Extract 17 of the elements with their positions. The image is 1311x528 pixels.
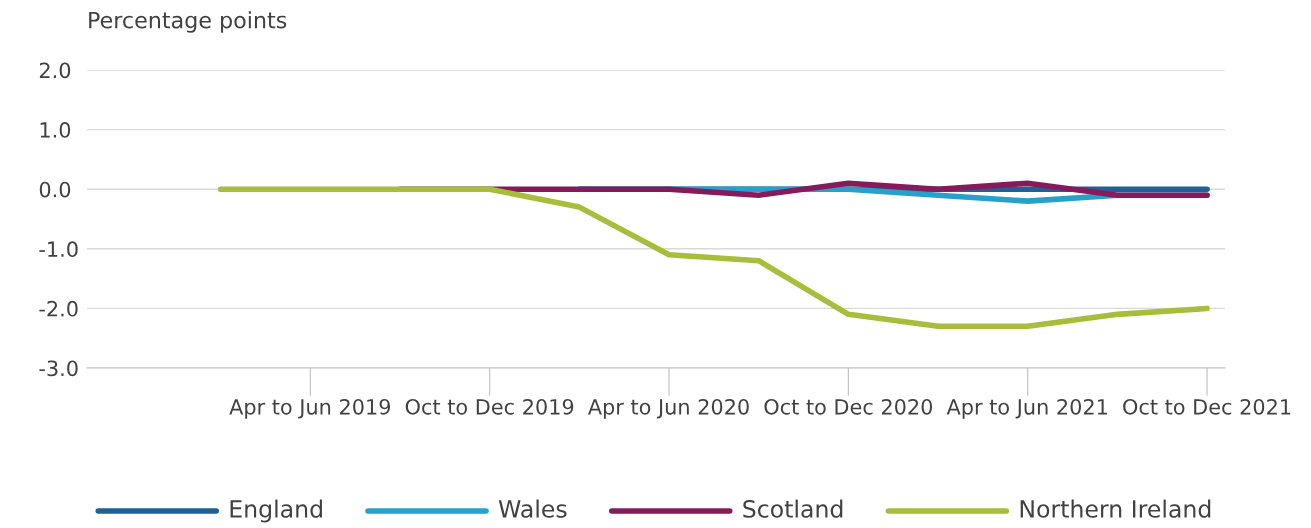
x-tick-label: Oct to Dec 2021 — [1123, 398, 1291, 415]
legend-label: England — [230, 499, 322, 523]
legend-label: Wales — [498, 499, 567, 518]
x-tick-label: Apr to Jun 2019 — [229, 398, 391, 419]
x-tick-label: Oct to Dec 2019 — [405, 398, 574, 415]
x-tick-label: Apr to Jun 2021 — [946, 398, 1107, 419]
y-tick-label: 1.0 — [40, 122, 71, 138]
y-tick-label: 2.0 — [39, 62, 71, 79]
y-tick-label: -2.0 — [39, 300, 78, 317]
y-axis-title: Percentage points — [89, 11, 287, 33]
legend-label: Northern Ireland — [1020, 499, 1211, 518]
legend-label: Scotland — [743, 499, 843, 518]
x-tick-label: Oct to Dec 2020 — [764, 398, 933, 415]
x-tick-label: Apr to Jun 2020 — [587, 398, 749, 419]
y-tick-label: -3.0 — [39, 360, 78, 377]
y-tick-label: -1.0 — [39, 241, 78, 258]
y-tick-label: 0.0 — [39, 181, 71, 198]
